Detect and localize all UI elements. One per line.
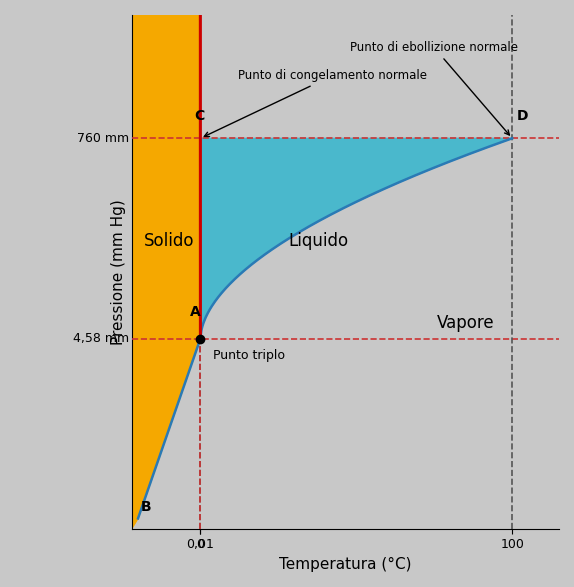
Polygon shape — [200, 139, 512, 339]
Text: C: C — [194, 109, 204, 123]
Text: Solido: Solido — [144, 232, 195, 250]
Text: Punto di ebollizione normale: Punto di ebollizione normale — [350, 41, 518, 135]
Text: Punto triplo: Punto triplo — [213, 349, 285, 362]
Text: 4,58 mm: 4,58 mm — [72, 332, 129, 345]
Text: Vapore: Vapore — [437, 314, 494, 332]
Text: A: A — [189, 305, 200, 319]
Text: 760 mm: 760 mm — [76, 132, 129, 145]
X-axis label: Temperatura (°C): Temperatura (°C) — [279, 557, 412, 572]
Polygon shape — [132, 15, 200, 529]
Text: Punto di congelamento normale: Punto di congelamento normale — [204, 69, 427, 137]
Y-axis label: Pressione (mm Hg): Pressione (mm Hg) — [111, 199, 126, 345]
Text: Liquido: Liquido — [289, 232, 349, 250]
Text: D: D — [517, 109, 529, 123]
Text: B: B — [141, 500, 152, 514]
